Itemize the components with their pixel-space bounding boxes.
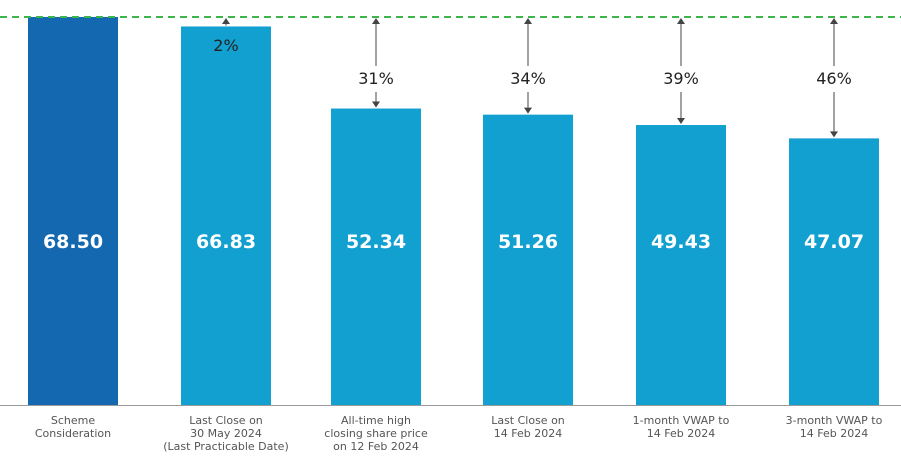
premium-label: 31% [358,69,394,88]
bars-layer [28,17,879,406]
category-label: Last Close on [189,414,263,427]
arrow-head-up [372,18,380,24]
premium-label: 34% [510,69,546,88]
arrows-layer [222,18,838,138]
bar-value-label: 49.43 [651,231,711,253]
premium-label: 39% [663,69,699,88]
arrow-head-up [524,18,532,24]
bar [28,17,118,405]
premium-label: 46% [816,69,852,88]
arrow-head-down [372,101,380,108]
category-label: 3-month VWAP to [786,414,883,427]
premium-label: 2% [213,36,238,55]
arrow-head-up [222,18,230,24]
arrow-head-down [830,131,838,138]
category-label: Last Close on [491,414,565,427]
category-label: 30 May 2024 [190,427,262,440]
arrow-head-up [677,18,685,24]
category-label: 14 Feb 2024 [647,427,715,440]
category-label: 14 Feb 2024 [800,427,868,440]
category-label: (Last Practicable Date) [163,440,289,453]
category-label: 1-month VWAP to [633,414,730,427]
bar-value-label: 52.34 [346,231,406,253]
bar-value-label: 66.83 [196,231,256,253]
category-label: on 12 Feb 2024 [333,440,419,453]
bar [483,114,573,405]
bar [181,26,271,406]
bar [789,138,879,405]
bar [331,108,421,406]
arrow-head-down [524,107,532,114]
bar-value-label: 68.50 [43,231,103,253]
category-label: Consideration [35,427,111,440]
arrow-head-down [677,118,685,125]
category-label: closing share price [324,427,428,440]
category-label: All-time high [341,414,411,427]
bar-value-label: 51.26 [498,231,558,253]
arrow-head-up [830,18,838,24]
bar-value-label: 47.07 [804,231,864,253]
bar [636,125,726,405]
category-label: 14 Feb 2024 [494,427,562,440]
category-label: Scheme [51,414,95,427]
